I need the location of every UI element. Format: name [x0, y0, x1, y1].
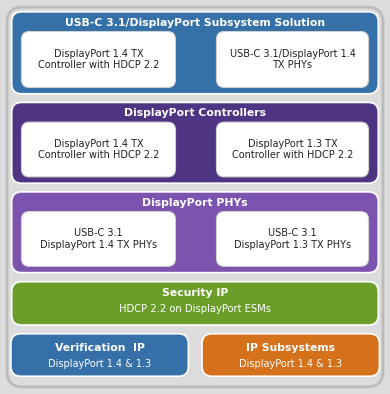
Text: USB-C 3.1/DisplayPort Subsystem Solution: USB-C 3.1/DisplayPort Subsystem Solution — [65, 18, 325, 28]
Text: DisplayPort 1.4 & 1.3: DisplayPort 1.4 & 1.3 — [48, 359, 151, 369]
Text: DisplayPort 1.4 TX
Controller with HDCP 2.2: DisplayPort 1.4 TX Controller with HDCP … — [38, 49, 159, 70]
Text: Security IP: Security IP — [162, 288, 228, 298]
Text: DisplayPort PHYs: DisplayPort PHYs — [142, 198, 248, 208]
Text: DisplayPort 1.4 TX
Controller with HDCP 2.2: DisplayPort 1.4 TX Controller with HDCP … — [38, 139, 159, 160]
Text: Verification  IP: Verification IP — [55, 343, 145, 353]
Text: DisplayPort 1.3 TX
Controller with HDCP 2.2: DisplayPort 1.3 TX Controller with HDCP … — [232, 139, 353, 160]
FancyBboxPatch shape — [11, 334, 188, 376]
Text: USB-C 3.1
DisplayPort 1.3 TX PHYs: USB-C 3.1 DisplayPort 1.3 TX PHYs — [234, 228, 351, 250]
FancyBboxPatch shape — [21, 212, 176, 266]
FancyBboxPatch shape — [12, 192, 378, 273]
Text: USB-C 3.1
DisplayPort 1.4 TX PHYs: USB-C 3.1 DisplayPort 1.4 TX PHYs — [40, 228, 157, 250]
FancyBboxPatch shape — [12, 102, 378, 183]
FancyBboxPatch shape — [21, 122, 176, 177]
Text: IP Subsystems: IP Subsystems — [246, 343, 335, 353]
FancyBboxPatch shape — [7, 7, 383, 387]
FancyBboxPatch shape — [216, 212, 369, 266]
Text: USB-C 3.1/DisplayPort 1.4
TX PHYs: USB-C 3.1/DisplayPort 1.4 TX PHYs — [230, 49, 355, 70]
FancyBboxPatch shape — [21, 32, 176, 87]
FancyBboxPatch shape — [12, 282, 378, 325]
Text: DisplayPort 1.4 & 1.3: DisplayPort 1.4 & 1.3 — [239, 359, 342, 369]
Text: HDCP 2.2 on DisplayPort ESMs: HDCP 2.2 on DisplayPort ESMs — [119, 304, 271, 314]
FancyBboxPatch shape — [12, 12, 378, 94]
FancyBboxPatch shape — [202, 334, 379, 376]
FancyBboxPatch shape — [216, 122, 369, 177]
Text: DisplayPort Controllers: DisplayPort Controllers — [124, 108, 266, 119]
FancyBboxPatch shape — [216, 32, 369, 87]
